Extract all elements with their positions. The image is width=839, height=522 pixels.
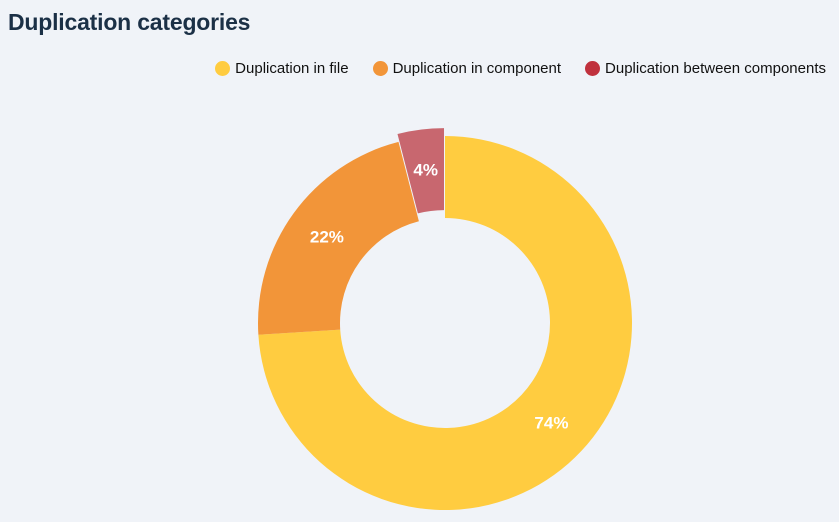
donut-slices <box>258 128 632 510</box>
donut-labels: 74% 22% 4% <box>310 161 569 433</box>
slice-label-duplication-between-components: 4% <box>413 161 438 180</box>
slice-duplication-in-file[interactable] <box>258 136 632 510</box>
slice-label-duplication-in-file: 74% <box>534 413 568 432</box>
chart-title: Duplication categories <box>8 9 251 35</box>
legend-dot-icon <box>215 61 231 76</box>
legend-label: Duplication in file <box>235 60 349 77</box>
slice-label-duplication-in-component: 22% <box>310 228 344 247</box>
legend-item-duplication-in-component[interactable]: Duplication in component <box>372 60 562 77</box>
legend-label: Duplication between components <box>605 60 826 77</box>
legend-dot-icon <box>372 61 388 76</box>
legend-label: Duplication in component <box>392 60 562 77</box>
legend-dot-icon <box>585 61 601 76</box>
chart-legend: Duplication in file Duplication in compo… <box>215 60 826 77</box>
slice-duplication-in-component[interactable] <box>258 141 419 335</box>
legend-item-duplication-between-components[interactable]: Duplication between components <box>585 60 826 77</box>
slice-duplication-between-components[interactable] <box>397 128 444 214</box>
legend-item-duplication-in-file[interactable]: Duplication in file <box>215 60 349 77</box>
